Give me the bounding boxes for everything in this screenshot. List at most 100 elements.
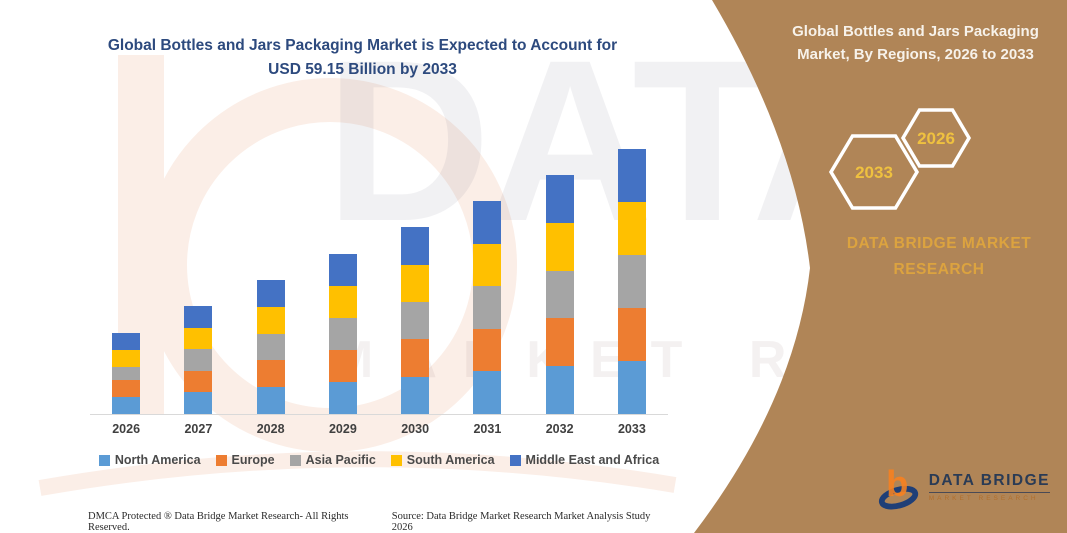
bar-segment-2030-europe xyxy=(401,339,430,377)
legend-swatch-icon xyxy=(215,454,227,466)
bar-segment-2029-north-america xyxy=(328,381,357,414)
footer-dmca-text: DMCA Protected ® Data Bridge Market Rese… xyxy=(88,511,349,533)
bar-segment-2028-south-america xyxy=(256,306,285,334)
bar-segment-2033-middle-east-and-africa xyxy=(617,148,646,202)
chart-legend: North America Europe Asia Pacific South Ame… xyxy=(70,453,688,467)
bar-segment-2030-asia-pacific xyxy=(401,302,430,340)
svg-text:b: b xyxy=(886,463,908,504)
bar-segment-2026-south-america xyxy=(112,350,141,367)
bar-cell-2027 xyxy=(162,148,234,414)
bar-cell-2033 xyxy=(596,148,668,414)
legend-item-north-america: North America xyxy=(98,453,201,467)
stacked-bar-2033 xyxy=(617,148,646,414)
bar-segment-2027-middle-east-and-africa xyxy=(184,306,213,328)
legend-item-south-america: South America xyxy=(390,453,495,467)
x-axis-label-2033: 2033 xyxy=(617,422,646,436)
company-logo: b b DATA BRIDGE MARKET RESEARCH xyxy=(878,460,1050,514)
x-axis-label-2027: 2027 xyxy=(184,422,213,436)
bar-segment-2027-north-america xyxy=(184,392,213,414)
bar-segment-2033-south-america xyxy=(617,201,646,255)
x-axis-label-2030: 2030 xyxy=(401,422,430,436)
bar-segment-2032-europe xyxy=(545,318,574,367)
bar-segment-2032-north-america xyxy=(545,366,574,414)
x-axis-label-2029: 2029 xyxy=(328,422,357,436)
legend-label: North America xyxy=(114,453,201,467)
bar-segment-2032-south-america xyxy=(545,222,574,271)
bar-segment-2028-middle-east-and-africa xyxy=(256,280,285,307)
bar-segment-2033-europe xyxy=(617,307,646,361)
footer: DMCA Protected ® Data Bridge Market Rese… xyxy=(88,511,673,533)
brand-name: DATA BRIDGE MARKET RESEARCH xyxy=(846,235,1032,278)
side-panel-title: Global Bottles and Jars Packaging Market… xyxy=(792,23,1039,63)
footer-source-text: Source: Data Bridge Market Research Mark… xyxy=(391,511,651,533)
bar-segment-2029-middle-east-and-africa xyxy=(328,253,357,286)
bar-segment-2030-north-america xyxy=(401,376,430,414)
bar-segment-2028-north-america xyxy=(256,387,285,414)
bar-segment-2033-north-america xyxy=(617,360,646,414)
bar-segment-2026-asia-pacific xyxy=(112,366,141,380)
bar-segment-2032-middle-east-and-africa xyxy=(545,174,574,223)
bar-segment-2029-europe xyxy=(328,349,357,382)
bar-segment-2031-middle-east-and-africa xyxy=(473,201,502,244)
hexagon-2033-icon xyxy=(828,134,920,210)
bar-cell-2029 xyxy=(307,148,379,414)
bar-segment-2031-north-america xyxy=(473,371,502,414)
legend-item-europe: Europe xyxy=(215,453,275,467)
stacked-bar-2027 xyxy=(184,306,213,414)
legend-label: Europe xyxy=(231,453,275,467)
bar-segment-2027-south-america xyxy=(184,327,213,350)
x-axis-label-2026: 2026 xyxy=(112,422,141,436)
bar-segment-2027-asia-pacific xyxy=(184,349,213,371)
bar-segment-2029-asia-pacific xyxy=(328,317,357,350)
bar-segment-2033-asia-pacific xyxy=(617,254,646,308)
hexagon-year-2033: 2033 xyxy=(855,163,893,182)
bar-segment-2031-europe xyxy=(473,328,502,372)
bar-cell-2028 xyxy=(235,148,307,414)
legend-swatch-icon xyxy=(390,454,402,466)
bar-segment-2026-europe xyxy=(112,379,141,398)
bar-segment-2030-south-america xyxy=(401,264,430,303)
bar-cell-2032 xyxy=(524,148,596,414)
bar-segment-2031-south-america xyxy=(473,243,502,287)
bar-segment-2028-asia-pacific xyxy=(256,333,285,361)
bar-segment-2029-south-america xyxy=(328,285,357,318)
stacked-bar-plot xyxy=(90,148,668,415)
bar-cell-2031 xyxy=(451,148,523,414)
logo-subtitle: MARKET RESEARCH xyxy=(928,495,1039,502)
x-axis-label-2032: 2032 xyxy=(545,422,574,436)
chart-title: Global Bottles and Jars Packaging Market… xyxy=(107,37,618,78)
bar-segment-2026-middle-east-and-africa xyxy=(112,332,141,351)
x-axis-labels: 2026 2027 2028 2029 2030 2031 2032 2033 xyxy=(90,422,668,436)
bar-segment-2026-north-america xyxy=(112,397,141,414)
data-bridge-logo-icon: b b xyxy=(878,463,919,510)
stacked-bar-2026 xyxy=(112,332,141,414)
x-axis-label-2031: 2031 xyxy=(473,422,502,436)
bar-cell-2030 xyxy=(379,148,451,414)
bar-segment-2028-europe xyxy=(256,360,285,388)
logo-text: DATA BRIDGE MARKET RESEARCH xyxy=(928,472,1050,502)
stacked-bar-2029 xyxy=(328,253,357,414)
stacked-bar-2031 xyxy=(473,201,502,414)
stacked-bar-2028 xyxy=(256,280,285,414)
legend-item-middle-east-and-africa: Middle East and Africa xyxy=(509,453,660,467)
bar-segment-2031-asia-pacific xyxy=(473,286,502,329)
legend-item-asia-pacific: Asia Pacific xyxy=(289,453,376,467)
legend-label: Asia Pacific xyxy=(305,453,376,467)
bar-segment-2030-middle-east-and-africa xyxy=(401,227,430,265)
legend-swatch-icon xyxy=(509,454,521,466)
legend-swatch-icon xyxy=(98,454,110,466)
legend-label: South America xyxy=(406,453,495,467)
x-axis-label-2028: 2028 xyxy=(256,422,285,436)
stacked-bar-2032 xyxy=(545,174,574,414)
bar-cell-2026 xyxy=(90,148,162,414)
hexagon-year-2026: 2026 xyxy=(917,129,955,148)
logo-title: DATA BRIDGE xyxy=(928,472,1050,493)
stacked-bar-2030 xyxy=(401,227,430,414)
bar-segment-2027-europe xyxy=(184,370,213,393)
year-hexagons: 2026 2033 xyxy=(828,108,972,210)
hexagon-2026-icon xyxy=(900,108,972,168)
legend-label: Middle East and Africa xyxy=(525,453,660,467)
legend-swatch-icon xyxy=(289,454,301,466)
